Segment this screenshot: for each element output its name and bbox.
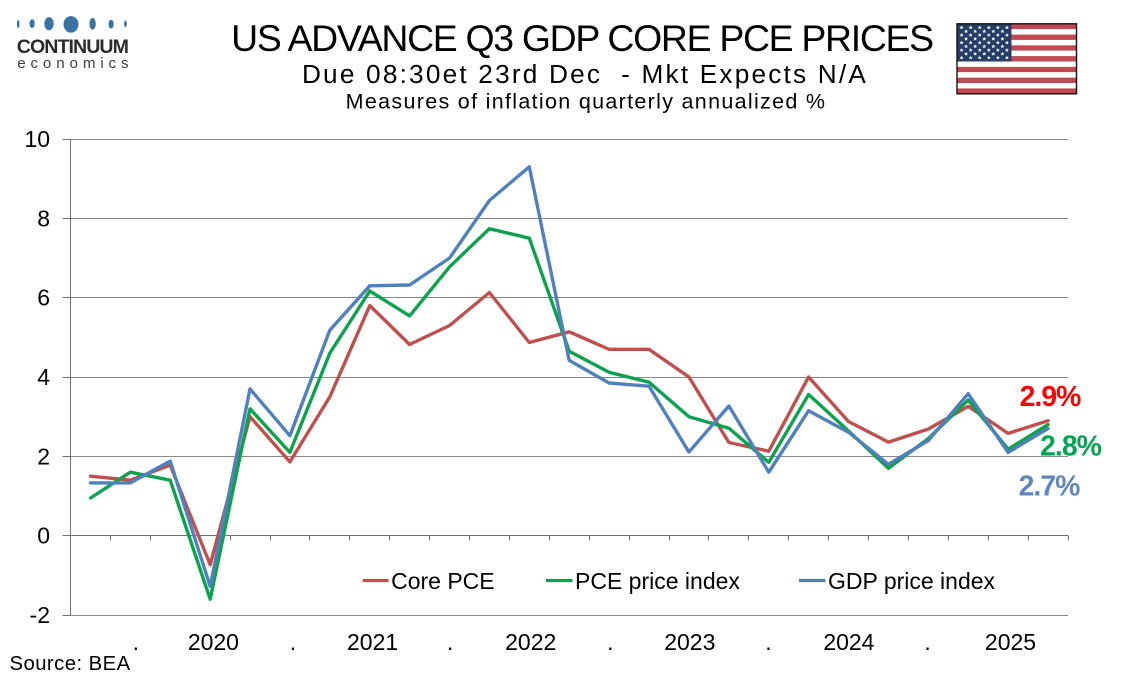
svg-text:Source: BEA: Source: BEA [10, 653, 131, 675]
svg-text:Due 08:30et 23rd Dec - Mkt Ex: Due 08:30et 23rd Dec - Mkt Expects N/A [302, 59, 868, 89]
svg-text:PCE price index: PCE price index [575, 568, 740, 594]
svg-text:.: . [447, 629, 453, 655]
svg-text:2.8%: 2.8% [1040, 431, 1101, 463]
svg-text:2024: 2024 [823, 629, 874, 655]
svg-text:-2: -2 [30, 602, 50, 628]
svg-text:2021: 2021 [347, 629, 398, 655]
svg-text:US ADVANCE Q3 GDP CORE PCE PRI: US ADVANCE Q3 GDP CORE PCE PRICES [231, 17, 933, 59]
svg-text:2.7%: 2.7% [1019, 471, 1080, 503]
svg-text:.: . [133, 629, 139, 655]
svg-text:10: 10 [24, 126, 50, 152]
svg-text:8: 8 [37, 205, 50, 231]
svg-text:GDP price index: GDP price index [828, 568, 996, 594]
svg-text:.: . [290, 629, 296, 655]
svg-text:.: . [924, 629, 930, 655]
svg-text:2022: 2022 [505, 629, 556, 655]
svg-text:4: 4 [37, 364, 50, 390]
svg-text:2: 2 [37, 443, 50, 469]
svg-text:6: 6 [37, 285, 50, 311]
svg-text:2023: 2023 [664, 629, 715, 655]
svg-text:2020: 2020 [188, 629, 239, 655]
svg-text:economics: economics [17, 55, 133, 72]
svg-text:CONTINUUM: CONTINUUM [17, 36, 129, 58]
svg-text:Measures of inflation quarterl: Measures of inflation quarterly annualiz… [346, 90, 827, 114]
svg-text:0: 0 [37, 523, 50, 549]
svg-text:Core PCE: Core PCE [391, 568, 495, 594]
svg-text:.: . [607, 629, 613, 655]
svg-text:.: . [765, 629, 771, 655]
svg-text:2.9%: 2.9% [1020, 381, 1081, 413]
svg-text:2025: 2025 [985, 629, 1036, 655]
